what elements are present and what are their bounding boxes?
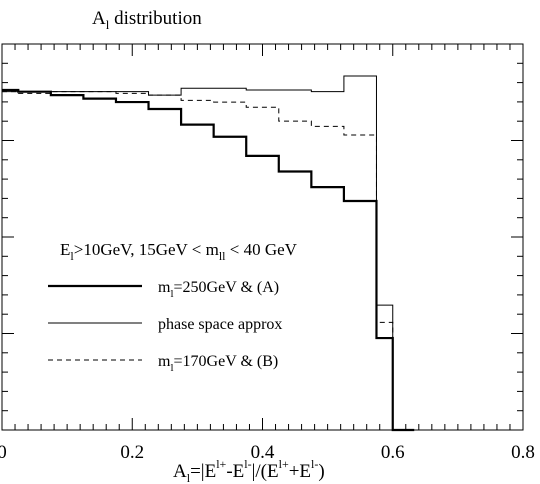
chart-title-rest: distribution (109, 8, 202, 29)
legend-label: ml=170GeV & (B) (158, 353, 278, 374)
legend-label: phase space approx (158, 316, 282, 333)
chart-title: Al distribution (92, 8, 202, 32)
x-tick-label: 0 (0, 442, 7, 463)
legend-label: ml=250GeV & (A) (158, 279, 279, 300)
x-tick-label: 0.8 (511, 442, 535, 463)
chart-title-subscript: l (106, 17, 110, 32)
histogram-series (2, 75, 415, 432)
axis-ticks (1, 43, 524, 431)
plot-frame (1, 43, 524, 431)
cuts-annotation: El>10GeV, 15GeV < mll < 40 GeV (60, 240, 298, 263)
series-thick-line (2, 88, 415, 432)
series-dashed-line (2, 91, 415, 431)
x-axis-label: Al=|El+-El-|/(El++El-) (173, 457, 325, 484)
chart-title-main: A (92, 8, 106, 29)
x-tick-label: 0.6 (381, 442, 405, 463)
x-tick-label: 0.2 (120, 442, 144, 463)
legend: ml=250GeV & (A) phase space approx ml=170G… (48, 279, 282, 374)
x-tick-label: 0.4 (251, 442, 275, 463)
x-tick-labels: 0 0.2 0.4 0.6 0.8 (0, 442, 535, 463)
